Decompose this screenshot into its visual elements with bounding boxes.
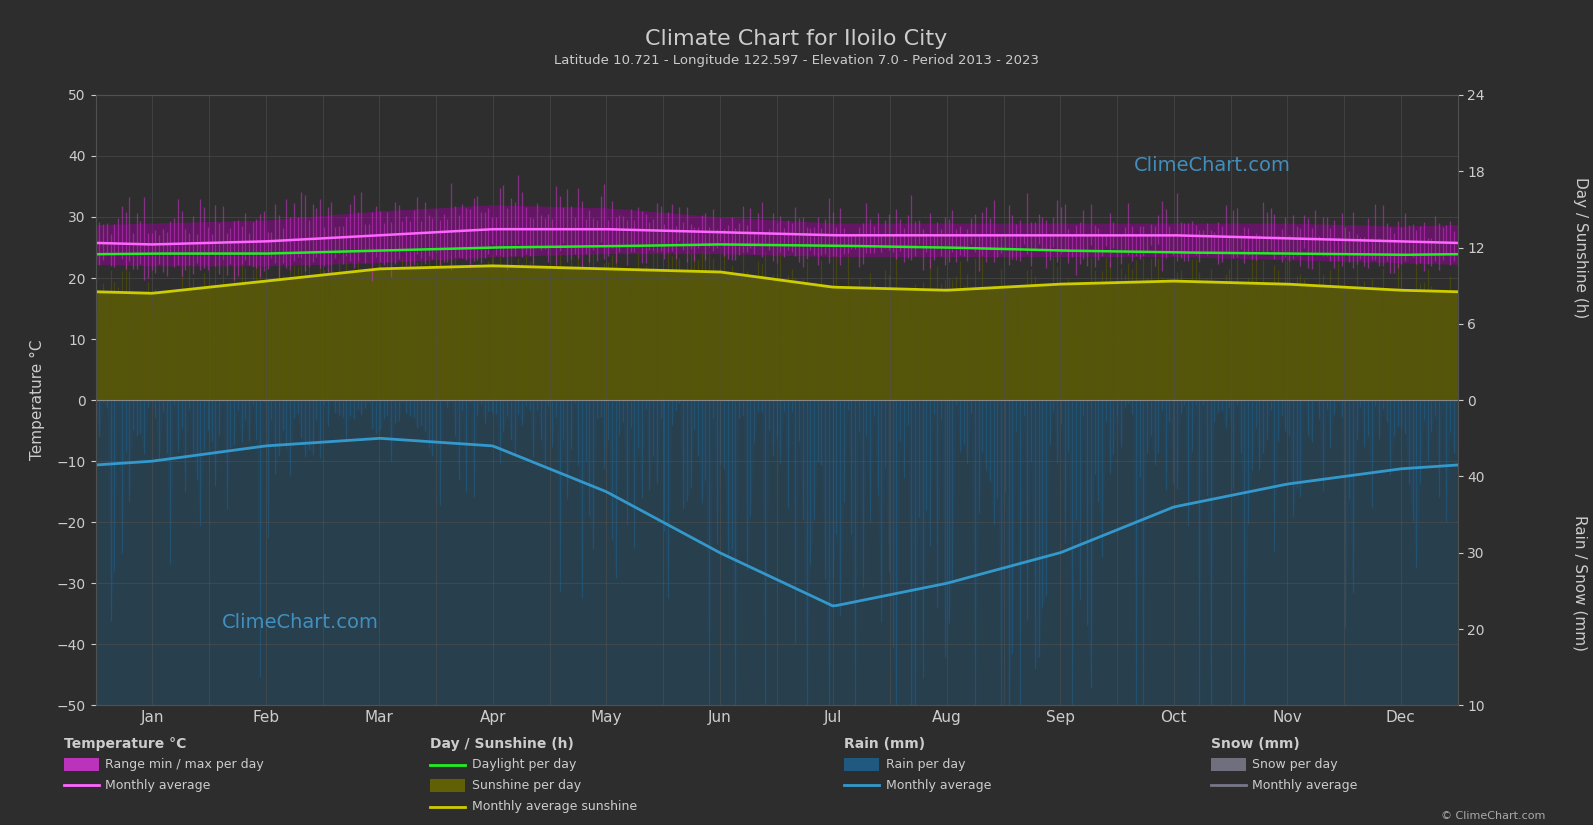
Text: Monthly average sunshine: Monthly average sunshine — [472, 800, 637, 813]
Text: Rain per day: Rain per day — [886, 758, 965, 771]
Text: Monthly average: Monthly average — [105, 779, 210, 792]
Text: Range min / max per day: Range min / max per day — [105, 758, 264, 771]
Text: © ClimeChart.com: © ClimeChart.com — [1440, 811, 1545, 821]
Text: Rain (mm): Rain (mm) — [844, 738, 926, 751]
Text: Sunshine per day: Sunshine per day — [472, 779, 581, 792]
Text: Latitude 10.721 - Longitude 122.597 - Elevation 7.0 - Period 2013 - 2023: Latitude 10.721 - Longitude 122.597 - El… — [554, 54, 1039, 67]
Text: Monthly average: Monthly average — [886, 779, 991, 792]
Text: Day / Sunshine (h): Day / Sunshine (h) — [1572, 177, 1588, 318]
Text: Day / Sunshine (h): Day / Sunshine (h) — [430, 738, 573, 751]
Text: Climate Chart for Iloilo City: Climate Chart for Iloilo City — [645, 29, 948, 49]
Text: Snow (mm): Snow (mm) — [1211, 738, 1300, 751]
Y-axis label: Temperature °C: Temperature °C — [30, 340, 46, 460]
Text: Rain / Snow (mm): Rain / Snow (mm) — [1572, 516, 1588, 651]
Text: ClimeChart.com: ClimeChart.com — [1134, 156, 1290, 175]
Text: Snow per day: Snow per day — [1252, 758, 1338, 771]
Text: Temperature °C: Temperature °C — [64, 738, 186, 751]
Text: ClimeChart.com: ClimeChart.com — [221, 613, 378, 632]
Text: Monthly average: Monthly average — [1252, 779, 1357, 792]
Text: Daylight per day: Daylight per day — [472, 758, 577, 771]
